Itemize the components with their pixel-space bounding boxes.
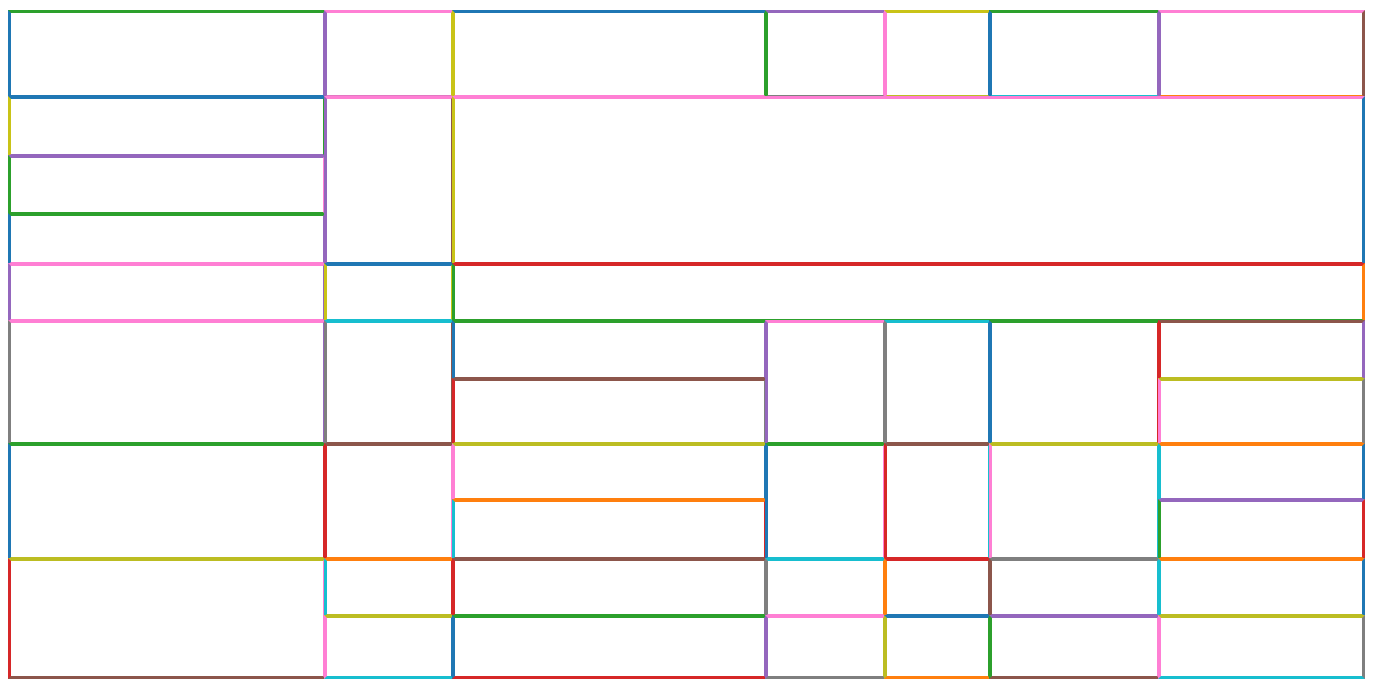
cell-r8c7a: [1158, 558, 1365, 617]
cell-r1c4: [765, 10, 886, 98]
cell-r8c3b: [452, 615, 767, 679]
cell-r6c7a: [1158, 320, 1365, 380]
cell-r3c1: [8, 155, 326, 215]
cell-r8c7b: [1158, 615, 1365, 679]
cell-r6c3a: [452, 320, 767, 380]
cell-r6c5: [884, 320, 991, 445]
cell-r7c2: [324, 443, 454, 560]
cell-r8c5b: [884, 615, 991, 679]
cell-r5c1: [8, 263, 326, 322]
cell-r8c2b: [324, 615, 454, 679]
cell-r8c4b: [765, 615, 886, 679]
cell-r7c7b: [1158, 499, 1365, 560]
cell-r6c4: [765, 320, 886, 445]
cell-r1c7: [1158, 10, 1365, 98]
cell-r2c1: [8, 96, 326, 157]
cell-r8c3a: [452, 558, 767, 617]
cell-r7c3a: [452, 443, 767, 501]
cell-r2c2-span: [324, 96, 454, 265]
cell-r1c6: [989, 10, 1160, 98]
cell-r7c3b: [452, 499, 767, 560]
cell-r6c7b: [1158, 378, 1365, 445]
cell-r8c4a: [765, 558, 886, 617]
cell-r6c2: [324, 320, 454, 445]
cell-r4c1: [8, 213, 326, 265]
cell-r5c2: [324, 263, 454, 322]
cell-r7c7a: [1158, 443, 1365, 501]
cell-r8c2a: [324, 558, 454, 617]
cell-r6c1: [8, 320, 326, 445]
cell-r7c1: [8, 443, 326, 560]
cell-r7c5: [884, 443, 991, 560]
cell-r5c3: [452, 263, 1365, 322]
cell-r8c5a: [884, 558, 991, 617]
cell-r1c2: [324, 10, 454, 98]
cell-r1c5: [884, 10, 991, 98]
cell-r6c6: [989, 320, 1160, 445]
cell-r1c3: [452, 10, 767, 98]
cell-r8c6b: [989, 615, 1160, 679]
cell-r7c6: [989, 443, 1160, 560]
cell-r8c6a: [989, 558, 1160, 617]
cell-r1c1: [8, 10, 326, 98]
cell-r7c4: [765, 443, 886, 560]
cell-big-upper-right: [452, 96, 1365, 265]
cell-r8c1: [8, 558, 326, 679]
cell-r6c3b: [452, 378, 767, 445]
